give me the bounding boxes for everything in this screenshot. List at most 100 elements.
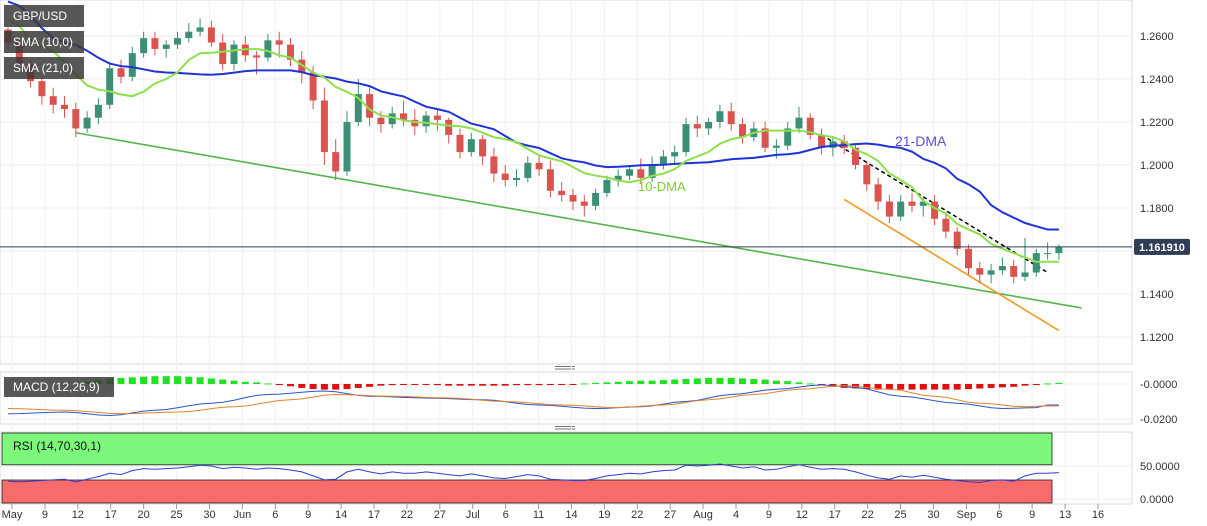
macd-histogram-bar [309,384,317,390]
annotation-21-dma: 21-DMA [895,133,947,149]
macd-histogram-bar [377,384,385,386]
macd-histogram-bar [885,384,893,390]
macd-histogram-bar [388,384,396,386]
candle-body [1032,253,1040,273]
macd-panel [0,371,1133,425]
macd-histogram-bar [230,380,238,384]
macd-histogram-bar [614,381,622,384]
macd-histogram-bar [727,377,735,384]
candle-body [682,124,690,153]
candle-body [445,119,453,135]
candle-body [275,40,283,45]
price-tick-label: 1.1200 [1140,332,1174,344]
candle-body [513,177,520,181]
sma21-legend-label: SMA (21,0) [13,61,73,75]
macd-histogram-bar [750,378,758,384]
candle-body [422,115,430,127]
candle-body [83,117,91,129]
candle-body [264,40,272,58]
date-tick-label: 9 [305,509,311,521]
macd-histogram-bar [569,384,577,385]
candle-body [626,169,633,176]
macd-tick-label: -0.0200 [1140,414,1177,426]
candle-body [772,145,780,148]
candle-body [1010,266,1018,277]
macd-histogram-bar [1010,384,1018,387]
date-tick-label: 20 [138,509,150,521]
candle-body [388,113,396,125]
candle-body [501,173,509,181]
candle-body [94,104,102,118]
macd-histogram-bar [558,384,566,385]
candle-body [761,128,769,148]
candle-body [976,268,984,275]
candle-body [320,100,328,153]
rsi-legend[interactable]: RSI (14,70,30,1) [4,437,112,455]
macd-histogram-bar [908,384,916,390]
candle-body [546,169,554,191]
date-tick-label: Aug [693,509,713,521]
candle-body [1055,246,1063,254]
macd-histogram-bar [682,378,690,384]
candle-body [162,44,170,49]
sma10-line [7,17,1059,263]
candle-body [61,104,68,110]
candle-body [648,165,656,178]
macd-histogram-bar [151,376,159,384]
macd-histogram-bar [1055,382,1063,384]
macd-histogram-bar [490,384,498,386]
macd-histogram-bar [874,384,882,390]
macd-histogram-bar [1044,383,1052,385]
macd-histogram-bar [671,379,679,384]
date-tick-label: 6 [503,509,509,521]
candle-body [151,38,159,49]
annotation-10-dma: 10-DMA [638,179,686,194]
candle-body [953,231,961,249]
candle-body [987,270,995,275]
macd-histogram-bar [795,382,803,384]
sma21-legend[interactable]: SMA (21,0) [4,57,84,79]
macd-histogram-bar [761,379,769,384]
trendline-dashed [821,134,1048,274]
candle-body [795,117,803,129]
macd-histogram-bar [716,377,724,384]
candle-body [535,162,543,170]
candle-body [49,96,57,105]
rsi-line [7,463,1059,484]
candle-body [174,38,181,45]
macd-histogram-bar [739,378,746,384]
macd-line [7,384,1059,417]
macd-histogram-bar [648,380,656,384]
symbol-legend[interactable]: GBP/USD [4,5,84,27]
price-tick-label: 1.2200 [1140,117,1174,129]
macd-legend[interactable]: MACD (12,26,9) [4,377,114,397]
candle-body [852,147,859,165]
trendline-long [75,131,1082,309]
macd-histogram-bar [128,377,136,384]
trendline-orange [843,198,1060,332]
macd-histogram-bar [162,376,170,384]
date-tick-label: 12 [72,509,84,521]
sma10-legend[interactable]: SMA (10,0) [4,31,84,53]
candle-body [38,81,46,97]
macd-histogram-bar [400,384,407,385]
macd-histogram-bar [659,380,667,384]
rsi-overbought-zone [1,432,1053,466]
rsi-axis: 50.0000 0.0000 [1140,461,1180,506]
macd-histogram-bar [343,384,351,390]
macd-histogram-bar [806,383,814,385]
macd-histogram-bar [241,381,249,384]
macd-histogram-bar [174,376,181,384]
candle-body [965,248,972,269]
candle-body [806,117,814,135]
candle-body [818,134,826,148]
date-tick-label: 19 [598,509,610,521]
macd-histogram-bar [467,384,475,386]
candle-body [72,109,80,129]
candle-body [400,113,407,120]
macd-histogram-bar [931,384,939,390]
candlesticks [4,18,1063,284]
candle-body [377,117,385,125]
macd-histogram-bar [298,384,306,388]
macd-histogram-bar [433,384,441,386]
